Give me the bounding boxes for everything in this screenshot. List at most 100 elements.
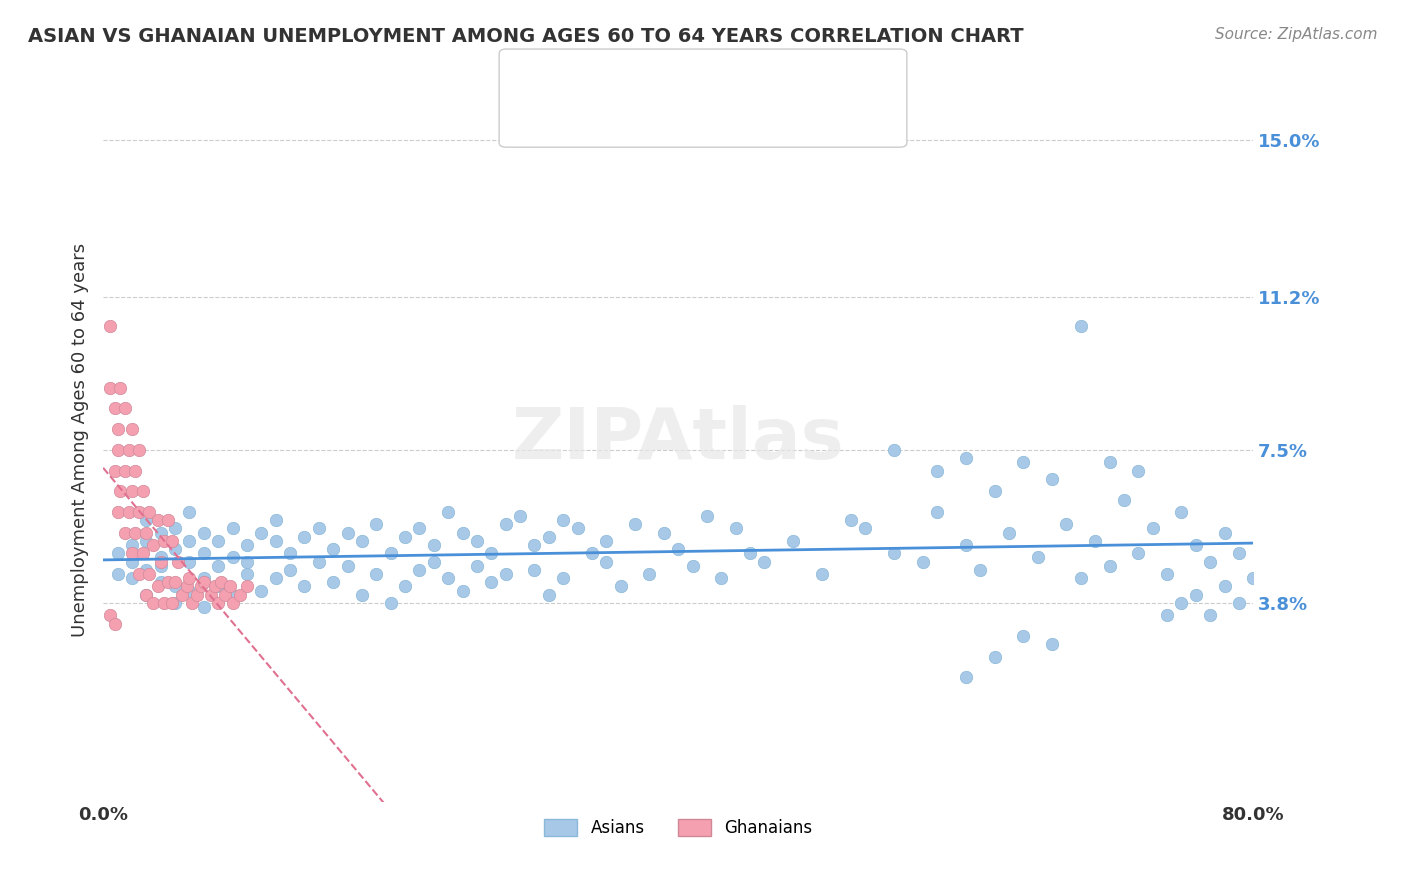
Point <box>955 670 977 684</box>
Point <box>250 583 273 598</box>
Point <box>236 555 259 569</box>
Text: 139: 139 <box>745 71 776 87</box>
Point <box>221 521 243 535</box>
Point <box>666 542 689 557</box>
Point <box>1185 538 1208 552</box>
Point <box>149 525 172 540</box>
Point <box>228 588 250 602</box>
Point <box>135 533 157 548</box>
Point <box>264 533 287 548</box>
Point <box>394 579 416 593</box>
Point <box>104 401 127 416</box>
Point <box>98 318 121 333</box>
Point <box>204 579 226 593</box>
Point <box>114 525 136 540</box>
Point <box>146 579 169 593</box>
Point <box>523 538 546 552</box>
Point <box>193 546 215 560</box>
Point <box>509 509 531 524</box>
Point <box>110 381 132 395</box>
Point <box>149 550 172 565</box>
Point <box>107 422 129 436</box>
Point <box>495 566 517 581</box>
Point <box>853 521 876 535</box>
Point <box>98 608 121 623</box>
Point <box>264 513 287 527</box>
Point <box>451 525 474 540</box>
Point <box>336 558 359 573</box>
Point <box>207 596 229 610</box>
Point <box>437 505 460 519</box>
Point <box>366 517 388 532</box>
Point <box>207 558 229 573</box>
Point <box>181 596 204 610</box>
Point <box>264 571 287 585</box>
Point <box>1040 637 1063 651</box>
Point <box>121 484 143 499</box>
Point <box>172 588 194 602</box>
Point <box>221 596 243 610</box>
Point <box>350 533 373 548</box>
Point <box>925 464 948 478</box>
Point <box>465 558 488 573</box>
Point <box>609 579 631 593</box>
Point <box>724 521 747 535</box>
Point <box>278 563 301 577</box>
Point <box>156 513 179 527</box>
Point <box>1185 588 1208 602</box>
Point <box>682 558 704 573</box>
Point <box>1199 608 1222 623</box>
Point <box>149 558 172 573</box>
Point <box>883 442 905 457</box>
Point <box>294 579 316 593</box>
Point <box>1012 629 1035 643</box>
Point <box>1142 521 1164 535</box>
Point <box>710 571 733 585</box>
Point <box>207 579 229 593</box>
Point <box>179 533 201 548</box>
Text: ASIAN VS GHANAIAN UNEMPLOYMENT AMONG AGES 60 TO 64 YEARS CORRELATION CHART: ASIAN VS GHANAIAN UNEMPLOYMENT AMONG AGE… <box>28 27 1024 45</box>
Point <box>366 566 388 581</box>
Point <box>782 533 804 548</box>
Point <box>553 513 575 527</box>
Point <box>567 521 589 535</box>
Point <box>1241 571 1264 585</box>
Point <box>1170 596 1192 610</box>
Point <box>107 505 129 519</box>
Point <box>1112 492 1135 507</box>
Point <box>1084 533 1107 548</box>
Point <box>176 579 198 593</box>
Point <box>1128 464 1150 478</box>
Point <box>107 566 129 581</box>
Point <box>1170 505 1192 519</box>
Point <box>190 579 212 593</box>
Point <box>218 579 240 593</box>
Point <box>114 401 136 416</box>
Point <box>380 596 402 610</box>
Point <box>124 525 146 540</box>
Point <box>1213 579 1236 593</box>
Point <box>121 422 143 436</box>
Point <box>983 649 1005 664</box>
Point <box>128 566 150 581</box>
Point <box>394 530 416 544</box>
Point <box>221 550 243 565</box>
Point <box>1227 596 1250 610</box>
FancyBboxPatch shape <box>404 79 661 155</box>
Point <box>652 525 675 540</box>
Point <box>350 588 373 602</box>
Point <box>193 600 215 615</box>
Text: R =: R = <box>558 110 592 125</box>
Point <box>104 464 127 478</box>
Point <box>160 533 183 548</box>
Point <box>1156 566 1178 581</box>
Point <box>114 464 136 478</box>
Point <box>156 575 179 590</box>
Point <box>128 505 150 519</box>
Point <box>479 575 502 590</box>
Text: 0.078: 0.078 <box>596 110 645 125</box>
Point <box>193 575 215 590</box>
Point <box>1199 555 1222 569</box>
Point <box>149 555 172 569</box>
Point <box>132 484 155 499</box>
